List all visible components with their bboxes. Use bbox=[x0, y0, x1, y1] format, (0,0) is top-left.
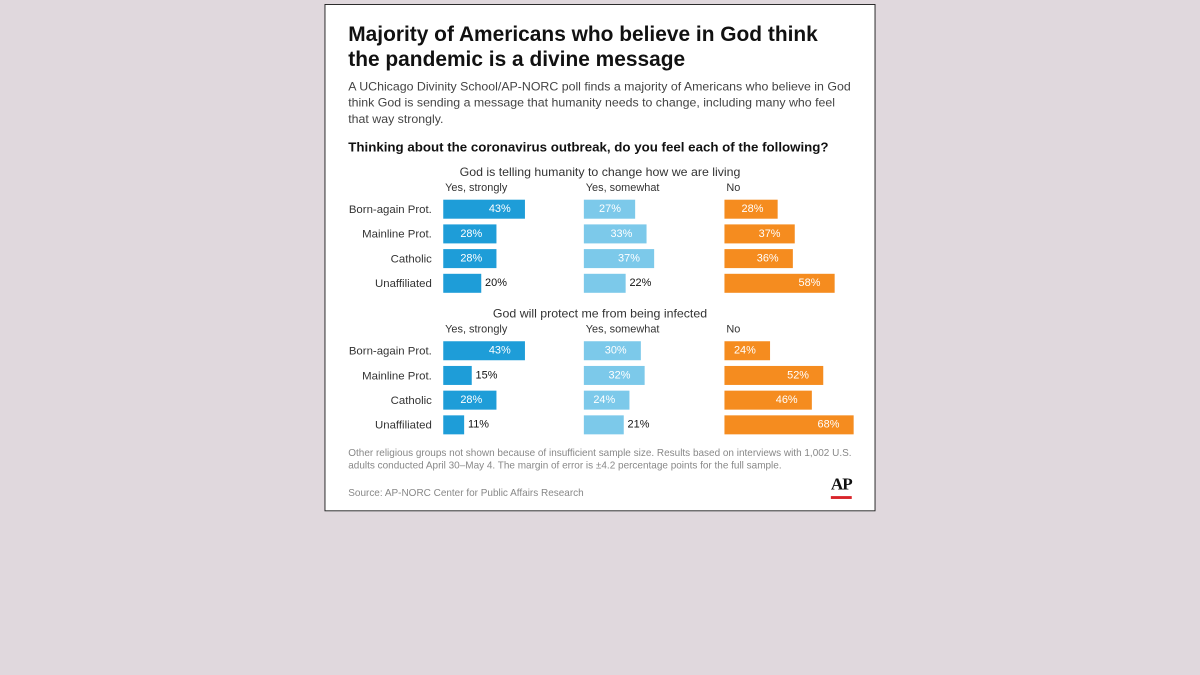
row-label: Mainline Prot. bbox=[348, 369, 435, 382]
bar-cell: 20% bbox=[443, 274, 576, 293]
bar-cell: 37% bbox=[724, 224, 857, 243]
bar-value-label: 68% bbox=[818, 419, 840, 430]
bar-value-label: 52% bbox=[787, 370, 809, 381]
bar-value-label: 43% bbox=[489, 204, 511, 215]
bar-cell: 43% bbox=[443, 341, 576, 360]
bar-cell: 15% bbox=[443, 366, 576, 385]
bar bbox=[724, 391, 811, 410]
row-label: Catholic bbox=[348, 394, 435, 407]
bar-value-label: 46% bbox=[776, 395, 798, 406]
bar-value-label: 43% bbox=[489, 345, 511, 356]
bar-value-label: 21% bbox=[628, 419, 650, 430]
bar bbox=[443, 366, 472, 385]
bar-value-label: 30% bbox=[605, 345, 627, 356]
bar-value-label: 27% bbox=[599, 204, 621, 215]
bar-value-label: 22% bbox=[629, 278, 651, 289]
section-heading: God is telling humanity to change how we… bbox=[348, 165, 852, 179]
bar-cell: 22% bbox=[584, 274, 717, 293]
row-label: Born-again Prot. bbox=[348, 203, 435, 216]
bar-cell: 27% bbox=[584, 200, 717, 219]
bar-value-label: 11% bbox=[468, 419, 489, 430]
bar-cell: 43% bbox=[443, 200, 576, 219]
bar-cell: 36% bbox=[724, 249, 857, 268]
row-label: Born-again Prot. bbox=[348, 344, 435, 357]
bar-cell: 68% bbox=[724, 415, 857, 434]
column-header: Yes, strongly bbox=[443, 324, 576, 335]
bar-value-label: 36% bbox=[757, 253, 779, 264]
footnote-text: Other religious groups not shown because… bbox=[348, 448, 852, 473]
headline: Majority of Americans who believe in God… bbox=[348, 22, 852, 71]
bar-cell: 37% bbox=[584, 249, 717, 268]
bar-value-label: 28% bbox=[460, 395, 482, 406]
row-label: Unaffiliated bbox=[348, 277, 435, 290]
row-label: Mainline Prot. bbox=[348, 227, 435, 240]
bar bbox=[443, 341, 525, 360]
bar bbox=[443, 274, 481, 293]
chart-section: God will protect me from being infected Y… bbox=[348, 306, 852, 434]
subtitle-text: A UChicago Divinity School/AP-NORC poll … bbox=[348, 79, 852, 127]
bar bbox=[584, 415, 624, 434]
bar-value-label: 33% bbox=[610, 228, 632, 239]
bar-cell: 58% bbox=[724, 274, 857, 293]
row-label: Unaffiliated bbox=[348, 418, 435, 431]
bar-cell: 28% bbox=[443, 391, 576, 410]
ap-logo: AP bbox=[831, 475, 852, 500]
bar-cell: 21% bbox=[584, 415, 717, 434]
bar-cell: 24% bbox=[724, 341, 857, 360]
row-label: Catholic bbox=[348, 252, 435, 265]
bar-value-label: 28% bbox=[460, 253, 482, 264]
bar bbox=[443, 200, 525, 219]
bar-value-label: 15% bbox=[476, 370, 498, 381]
bar bbox=[443, 415, 464, 434]
bar-cell: 28% bbox=[443, 224, 576, 243]
bar-cell: 33% bbox=[584, 224, 717, 243]
bar-cell: 52% bbox=[724, 366, 857, 385]
bar-cell: 24% bbox=[584, 391, 717, 410]
chart-grid: Yes, stronglyYes, somewhatNoBorn-again P… bbox=[348, 324, 852, 434]
bar-value-label: 28% bbox=[460, 228, 482, 239]
column-header: Yes, somewhat bbox=[584, 183, 717, 194]
bar-cell: 28% bbox=[724, 200, 857, 219]
bar-value-label: 20% bbox=[485, 278, 507, 289]
bar-value-label: 58% bbox=[799, 278, 821, 289]
bar-value-label: 28% bbox=[742, 204, 764, 215]
source-text: Source: AP-NORC Center for Public Affair… bbox=[348, 488, 583, 499]
bar bbox=[584, 274, 626, 293]
chart-sections: God is telling humanity to change how we… bbox=[348, 165, 852, 435]
bar-value-label: 32% bbox=[609, 370, 631, 381]
column-header: No bbox=[724, 183, 857, 194]
bar-cell: 11% bbox=[443, 415, 576, 434]
bar-value-label: 24% bbox=[593, 395, 615, 406]
column-header: No bbox=[724, 324, 857, 335]
bar-value-label: 24% bbox=[734, 345, 756, 356]
chart-section: God is telling humanity to change how we… bbox=[348, 165, 852, 293]
bar-cell: 30% bbox=[584, 341, 717, 360]
bar-value-label: 37% bbox=[618, 253, 640, 264]
bar-value-label: 37% bbox=[759, 228, 781, 239]
chart-grid: Yes, stronglyYes, somewhatNoBorn-again P… bbox=[348, 183, 852, 293]
bar-cell: 32% bbox=[584, 366, 717, 385]
survey-question: Thinking about the coronavirus outbreak,… bbox=[348, 138, 852, 155]
column-header: Yes, strongly bbox=[443, 183, 576, 194]
section-heading: God will protect me from being infected bbox=[348, 306, 852, 320]
column-header: Yes, somewhat bbox=[584, 324, 717, 335]
footer-row: Source: AP-NORC Center for Public Affair… bbox=[348, 475, 852, 500]
infographic-card: Majority of Americans who believe in God… bbox=[325, 4, 876, 512]
bar-cell: 28% bbox=[443, 249, 576, 268]
bar-cell: 46% bbox=[724, 391, 857, 410]
